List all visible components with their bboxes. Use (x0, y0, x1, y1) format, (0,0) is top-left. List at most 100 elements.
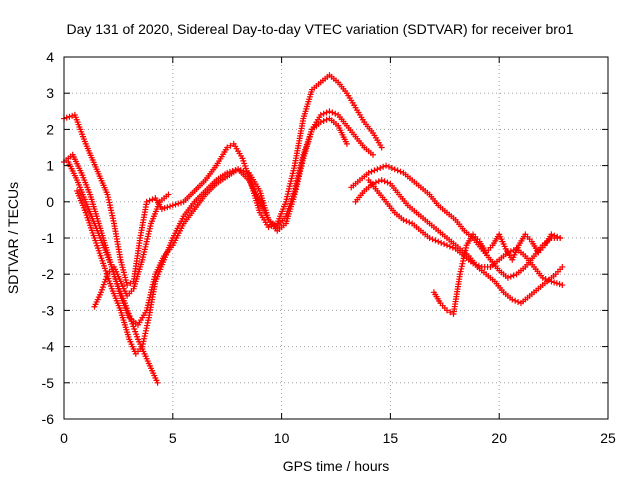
data-point-marker (472, 261, 479, 268)
data-point-marker (227, 142, 234, 149)
series-track5 (91, 191, 172, 310)
data-point-marker (507, 273, 514, 280)
y-tick-labels: -6 -5 -4 -3 -2 -1 0 1 2 3 4 (42, 49, 55, 427)
data-point-marker (149, 196, 156, 203)
series-track2 (61, 151, 161, 386)
data-point-marker (556, 281, 563, 288)
data-point-marker (66, 113, 73, 120)
data-point-marker (177, 199, 184, 206)
data-point-marker (224, 169, 231, 176)
data-point-marker (232, 167, 239, 174)
data-point-marker (154, 379, 161, 386)
data-point-marker (63, 114, 70, 121)
data-point-marker (317, 111, 324, 118)
data-point-marker (470, 260, 477, 267)
data-point-marker (557, 235, 564, 241)
data-point-marker (158, 206, 165, 213)
data-point-marker (167, 203, 174, 210)
y-tick-label: 1 (46, 158, 54, 174)
data-point-marker (320, 117, 327, 124)
data-point-marker (548, 278, 555, 285)
data-point-marker (127, 280, 134, 287)
y-tick-label: -4 (42, 339, 55, 355)
data-point-marker (323, 109, 330, 116)
data-point-marker (385, 163, 392, 170)
data-point-marker (332, 110, 339, 117)
data-point-marker (377, 165, 384, 172)
data-point-marker (388, 165, 395, 172)
y-axis-label: SDTVAR / TECUs (5, 182, 21, 294)
data-point-marker (447, 309, 454, 316)
data-point-marker (380, 163, 387, 170)
data-point-marker (326, 108, 333, 115)
data-point-marker (69, 112, 76, 119)
y-tick-label: -1 (42, 230, 55, 246)
data-point-marker (329, 109, 336, 116)
data-point-marker (449, 244, 456, 251)
y-tick-label: 4 (46, 49, 54, 65)
data-markers (61, 72, 566, 386)
y-tick-label: 0 (46, 194, 54, 210)
data-point-marker (548, 231, 555, 238)
x-tick-label: 15 (383, 430, 399, 446)
data-point-marker (378, 144, 385, 151)
data-point-marker (446, 243, 453, 250)
series-track8 (365, 177, 566, 289)
data-point-marker (426, 235, 433, 241)
y-tick-label: 2 (46, 121, 54, 137)
data-point-marker (143, 198, 150, 205)
data-point-marker (559, 263, 566, 270)
data-point-marker (509, 296, 516, 303)
data-point-marker (317, 119, 324, 126)
data-point-marker (383, 162, 390, 169)
data-point-marker (226, 168, 233, 175)
data-point-marker (443, 307, 450, 314)
data-point-marker (435, 238, 442, 245)
data-point-marker (400, 216, 407, 223)
data-point-marker (165, 191, 172, 198)
data-point-marker (320, 110, 327, 117)
data-point-marker (229, 168, 236, 175)
data-point-marker (551, 232, 558, 239)
x-tick-label: 10 (274, 430, 290, 446)
data-point-marker (559, 282, 566, 289)
y-tick-label: -5 (42, 375, 55, 391)
data-point-marker (161, 205, 168, 212)
data-point-marker (265, 224, 272, 231)
data-point-marker (515, 298, 522, 305)
data-point-marker (124, 282, 131, 289)
data-point-marker (343, 140, 350, 147)
data-point-marker (375, 178, 382, 185)
data-point-marker (369, 151, 376, 158)
data-point-marker (512, 297, 519, 304)
data-point-marker (384, 179, 391, 186)
data-point-marker (397, 168, 404, 175)
data-point-marker (237, 167, 244, 174)
data-point-marker (432, 237, 439, 244)
data-point-marker (475, 262, 482, 269)
chart-title: Day 131 of 2020, Sidereal Day-to-day VTE… (66, 21, 573, 37)
series-track4 (74, 115, 350, 357)
data-point-marker (394, 167, 401, 174)
data-point-marker (378, 177, 385, 184)
data-point-marker (510, 272, 517, 279)
data-point-marker (381, 178, 388, 185)
series-track7 (352, 177, 566, 307)
data-point-marker (169, 202, 176, 209)
data-point-marker (545, 277, 552, 284)
x-tick-labels: 0 5 10 15 20 25 (60, 430, 616, 446)
data-point-marker (164, 204, 171, 211)
data-point-marker (175, 200, 182, 207)
data-point-marker (371, 167, 378, 174)
data-point-marker (391, 166, 398, 173)
data-point-marker (323, 116, 330, 123)
data-point-marker (146, 197, 153, 204)
y-tick-label: -2 (42, 266, 55, 282)
x-tick-label: 5 (169, 430, 177, 446)
data-point-marker (406, 219, 413, 226)
data-point-marker (365, 169, 372, 176)
data-point-marker (372, 179, 379, 186)
data-point-marker (374, 166, 381, 173)
data-point-marker (542, 276, 549, 283)
